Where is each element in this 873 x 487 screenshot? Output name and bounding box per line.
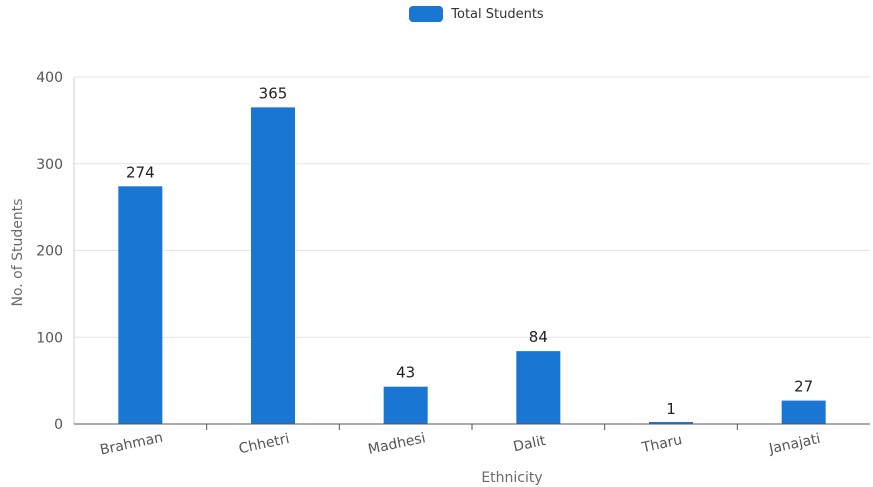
x-tick-label: Janajati	[767, 431, 822, 458]
bar-madhesi[interactable]	[383, 386, 428, 424]
bar-tharu[interactable]	[649, 422, 693, 424]
bar-dalit[interactable]	[516, 351, 561, 424]
y-tick-label: 400	[36, 70, 63, 86]
y-tick-label: 0	[54, 417, 63, 433]
x-tick-label: Dalit	[512, 433, 548, 456]
bar-brahman[interactable]	[118, 186, 163, 424]
bar-janajati[interactable]	[781, 400, 826, 424]
data-label: 84	[529, 328, 548, 346]
data-label: 1	[666, 400, 676, 418]
legend[interactable]: Total Students	[0, 6, 873, 26]
y-tick-label: 100	[36, 330, 63, 346]
data-label: 27	[794, 378, 813, 396]
data-label: 365	[259, 84, 288, 102]
data-label: 274	[126, 163, 155, 181]
data-label: 43	[396, 364, 415, 382]
x-tick-label: Chhetri	[237, 431, 290, 457]
x-tick-label: Tharu	[640, 432, 684, 456]
x-tick-label: Brahman	[99, 430, 165, 459]
legend-label-total-students: Total Students	[451, 6, 544, 22]
x-tick-label: Madhesi	[367, 430, 427, 458]
bar-chhetri[interactable]	[251, 107, 295, 425]
y-tick-label: 300	[36, 157, 63, 173]
y-tick-label: 200	[36, 244, 63, 260]
x-axis-title: Ethnicity	[481, 470, 542, 486]
legend-swatch	[409, 6, 444, 22]
y-axis-title: No. of Students	[10, 198, 26, 306]
